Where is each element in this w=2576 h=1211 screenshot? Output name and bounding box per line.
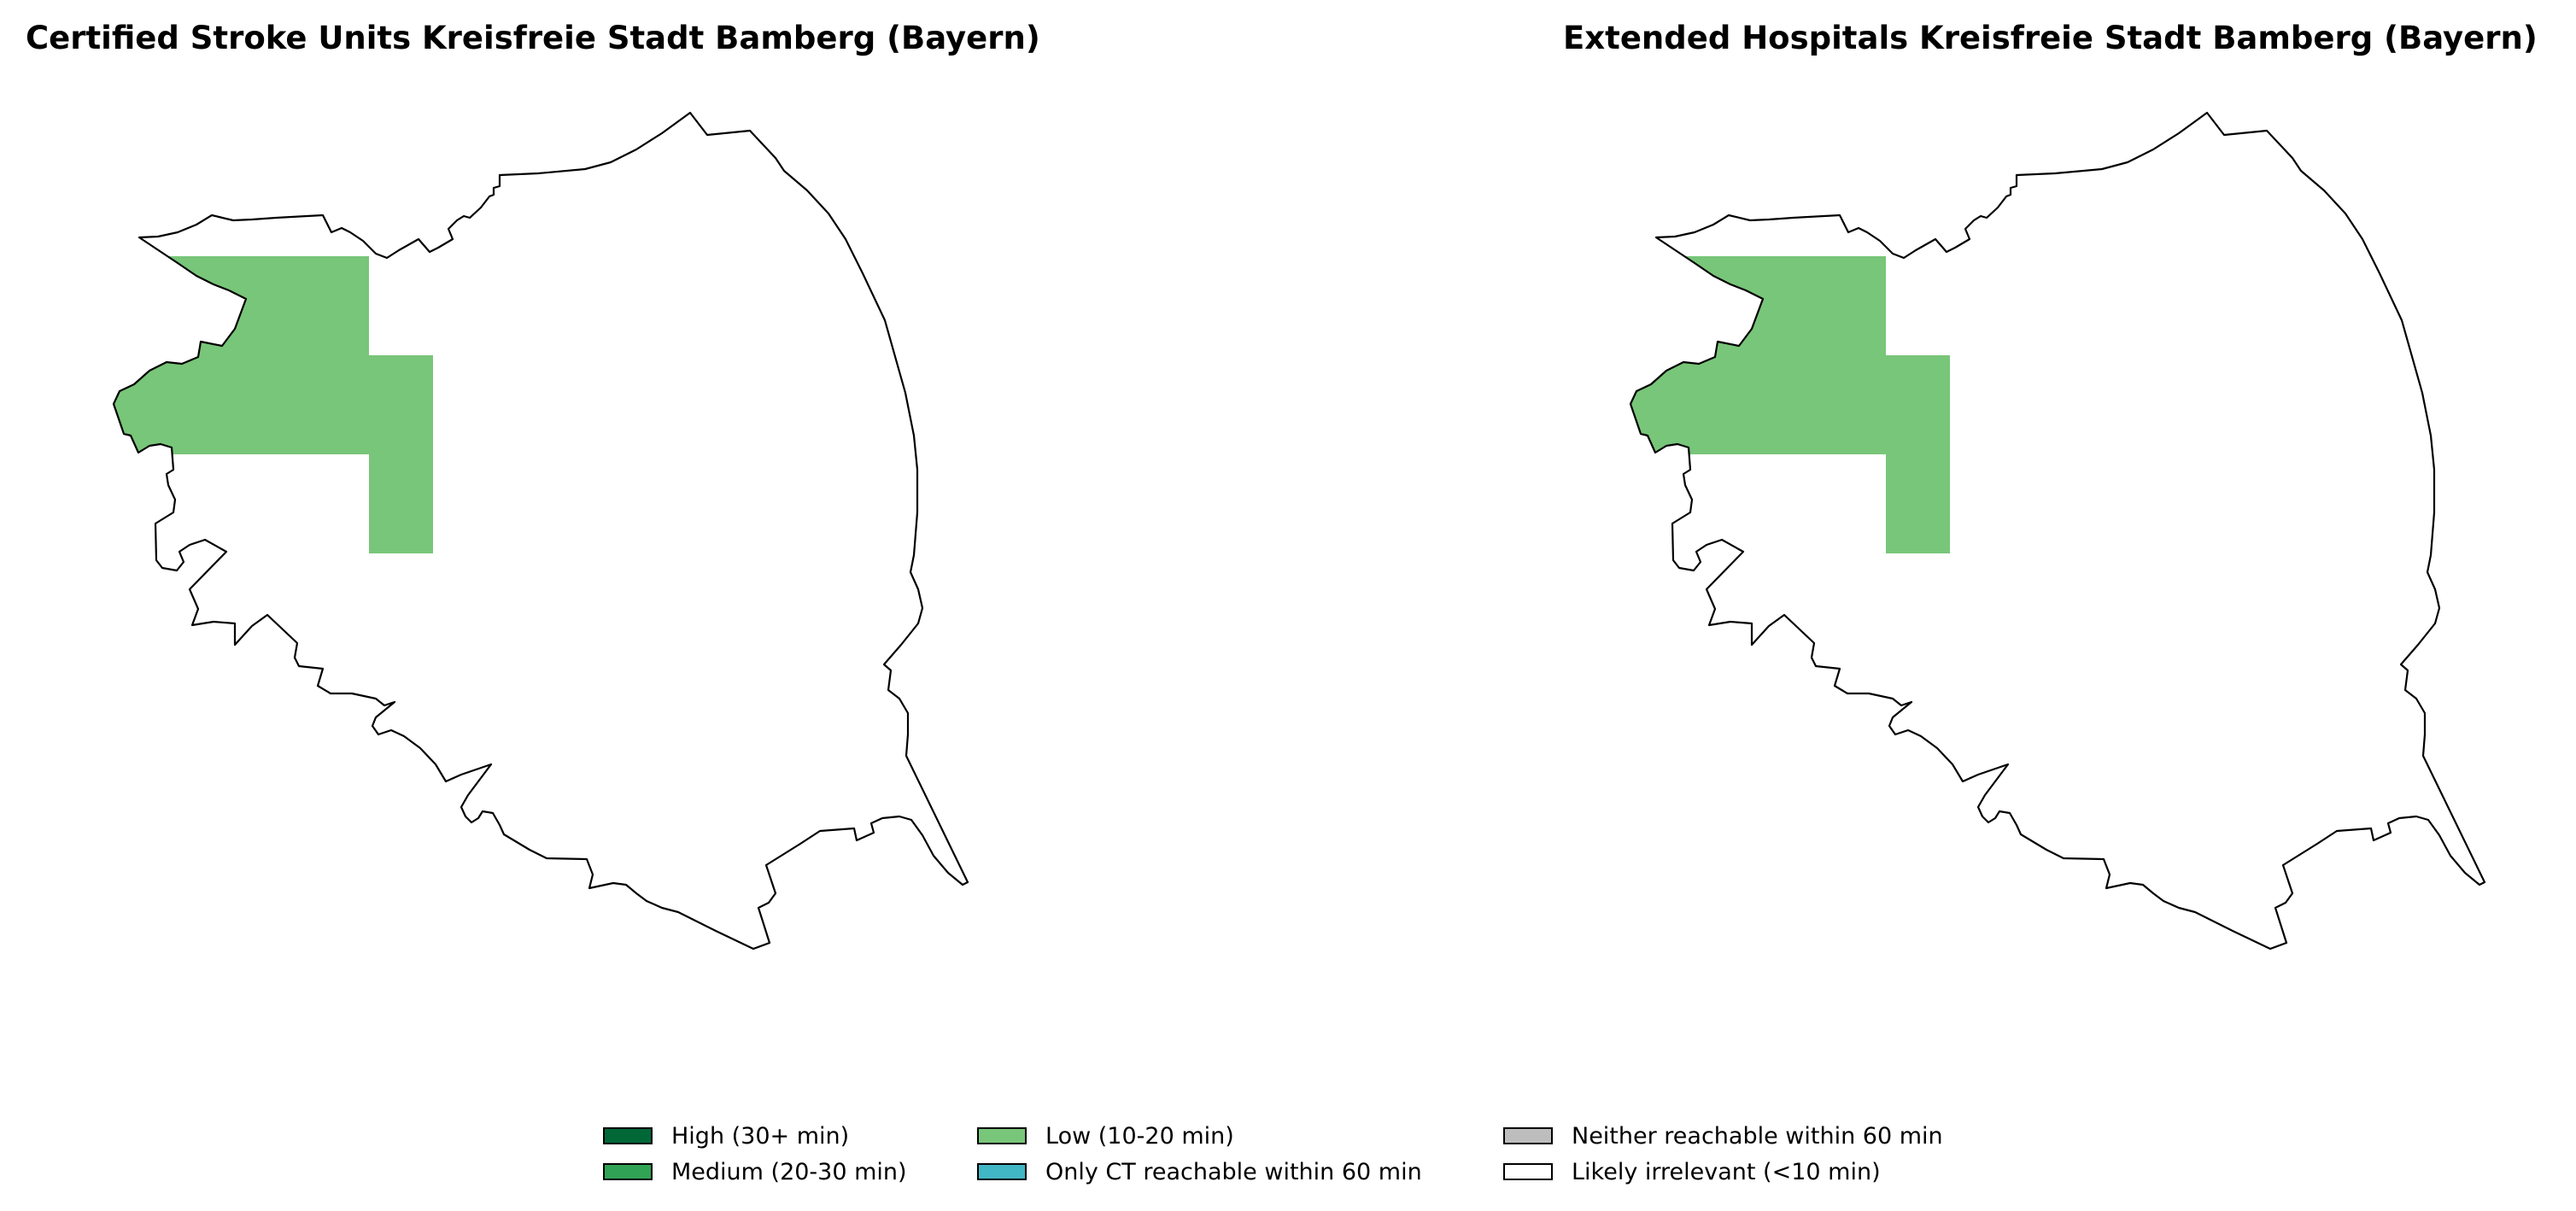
left-map bbox=[112, 111, 969, 951]
legend-label-high: High (30+ min) bbox=[671, 1122, 850, 1150]
legend-item-high: High (30+ min) bbox=[603, 1119, 849, 1153]
legend-label-low: Low (10-20 min) bbox=[1045, 1122, 1234, 1150]
left-map-low-coverage-area bbox=[114, 256, 433, 553]
right-map bbox=[1629, 111, 2486, 951]
legend-label-irrelevant: Likely irrelevant (<10 min) bbox=[1572, 1158, 1881, 1185]
legend-label-medium: Medium (20-30 min) bbox=[671, 1158, 907, 1185]
legend-item-irrelevant: Likely irrelevant (<10 min) bbox=[1503, 1155, 1881, 1189]
right-map-boundary bbox=[1629, 111, 2486, 951]
right-map-title: Extended Hospitals Kreisfreie Stadt Bamb… bbox=[1563, 20, 2538, 56]
left-map-title: Certified Stroke Units Kreisfreie Stadt … bbox=[26, 20, 1040, 56]
legend-swatch-medium bbox=[603, 1163, 653, 1180]
legend-label-only-ct: Only CT reachable within 60 min bbox=[1045, 1158, 1422, 1185]
legend-item-low: Low (10-20 min) bbox=[977, 1119, 1234, 1153]
legend-item-only-ct: Only CT reachable within 60 min bbox=[977, 1155, 1422, 1189]
legend: High (30+ min) Medium (20-30 min) Low (1… bbox=[603, 1119, 1987, 1204]
legend-swatch-high bbox=[603, 1127, 653, 1144]
legend-swatch-neither bbox=[1503, 1127, 1553, 1144]
left-map-boundary bbox=[112, 111, 969, 951]
legend-swatch-low bbox=[977, 1127, 1027, 1144]
legend-swatch-only-ct bbox=[977, 1163, 1027, 1180]
legend-item-neither: Neither reachable within 60 min bbox=[1503, 1119, 1943, 1153]
legend-swatch-irrelevant bbox=[1503, 1163, 1553, 1180]
legend-item-medium: Medium (20-30 min) bbox=[603, 1155, 907, 1189]
legend-label-neither: Neither reachable within 60 min bbox=[1572, 1122, 1943, 1150]
right-map-low-coverage-area bbox=[1630, 256, 1950, 553]
